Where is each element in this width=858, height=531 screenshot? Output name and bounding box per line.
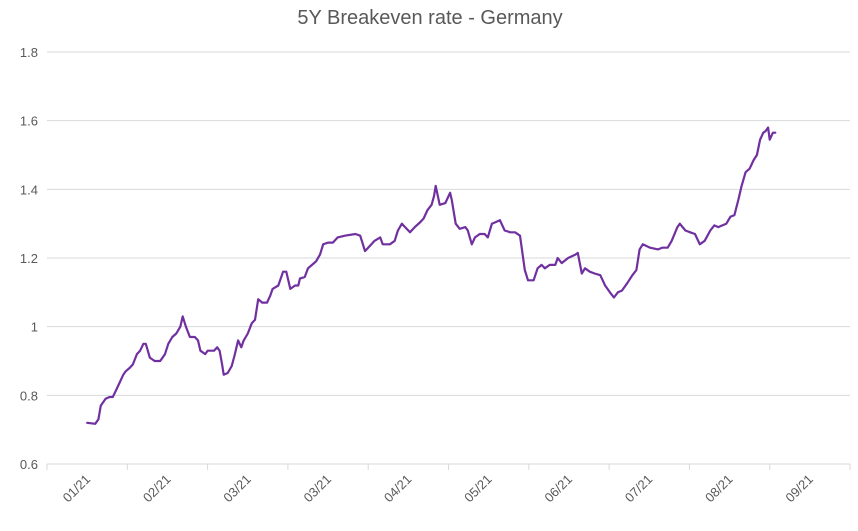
y-tick-label: 0.8: [20, 388, 38, 403]
x-tick-label: 01/21: [60, 472, 94, 506]
x-tick-label: 06/21: [541, 472, 575, 506]
x-tick-label: 04/21: [381, 472, 415, 506]
x-tick-label: 03/21: [301, 472, 335, 506]
chart-title: 5Y Breakeven rate - Germany: [297, 7, 562, 29]
y-tick-label: 1: [31, 320, 38, 335]
y-tick-label: 1.4: [20, 182, 38, 197]
y-tick-label: 1.6: [20, 114, 38, 129]
y-tick-label: 1.8: [20, 45, 38, 60]
x-axis: 01/21 02/21 03/21 03/21 04/21 05/21 06/21 07/21…: [46, 463, 851, 506]
x-tick-label: 09/21: [782, 472, 816, 506]
x-tick-label: 05/21: [461, 472, 495, 506]
x-tick-label: 02/21: [140, 472, 174, 506]
y-tick-label: 1.2: [20, 251, 38, 266]
plot-area: [86, 126, 777, 425]
x-tick-label: 03/21: [220, 472, 254, 506]
x-tick-label: 08/21: [702, 472, 736, 506]
y-axis: 0.6 0.8 1 1.2 1.4 1.6 1.8: [20, 45, 38, 472]
y-tick-label: 0.6: [20, 457, 38, 472]
x-tick-label: 07/21: [622, 472, 656, 506]
series-line: [86, 126, 777, 425]
